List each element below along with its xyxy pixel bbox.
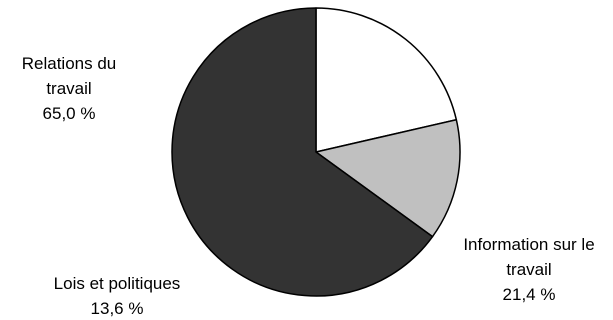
slice-lois-et-politiques: [315, 118, 461, 238]
slice-value-relations: 65,0 %: [43, 104, 96, 123]
slice-value-information: 21,4 %: [503, 285, 556, 304]
slice-label-information-line2: travail: [506, 260, 551, 279]
slice-label-relations-line1: Relations du: [22, 54, 117, 73]
slice-label-relations-line2: travail: [46, 79, 91, 98]
slice-relations-du-travail: [171, 7, 434, 297]
slice-labels: Information sur le travail 21,4 % Lois e…: [22, 54, 595, 318]
pie-slices: [171, 7, 461, 297]
slice-label-information-line1: Information sur le: [463, 235, 594, 254]
slice-information-sur-le-travail: [315, 7, 458, 153]
slice-label-lois-line1: Lois et politiques: [54, 274, 181, 293]
slice-value-lois: 13,6 %: [91, 299, 144, 318]
